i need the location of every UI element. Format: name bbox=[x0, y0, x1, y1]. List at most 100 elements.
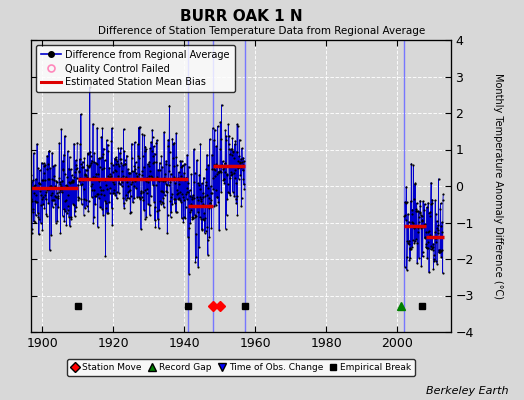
Point bbox=[201, 192, 210, 199]
Point bbox=[419, 248, 427, 255]
Point bbox=[433, 225, 442, 231]
Point bbox=[433, 260, 441, 267]
Point bbox=[231, 167, 239, 174]
Point bbox=[138, 167, 146, 174]
Point bbox=[235, 153, 243, 160]
Point bbox=[77, 161, 85, 167]
Point bbox=[401, 212, 410, 218]
Point bbox=[77, 196, 85, 202]
Point bbox=[114, 176, 122, 182]
Point bbox=[119, 161, 127, 168]
Point bbox=[103, 137, 111, 143]
Point bbox=[196, 141, 205, 147]
Point bbox=[54, 193, 62, 199]
Point bbox=[61, 198, 70, 204]
Point bbox=[191, 259, 200, 265]
Point bbox=[418, 216, 427, 223]
Point bbox=[148, 134, 157, 140]
Point bbox=[129, 182, 138, 189]
Point bbox=[206, 190, 215, 196]
Point bbox=[405, 256, 413, 263]
Point bbox=[113, 189, 121, 195]
Point bbox=[144, 161, 152, 167]
Point bbox=[168, 154, 177, 161]
Point bbox=[30, 218, 39, 225]
Point bbox=[202, 228, 210, 234]
Point bbox=[104, 148, 113, 154]
Point bbox=[124, 189, 133, 195]
Point bbox=[148, 174, 156, 180]
Point bbox=[56, 186, 64, 193]
Point bbox=[173, 187, 182, 194]
Point bbox=[424, 229, 433, 236]
Point bbox=[233, 193, 241, 200]
Point bbox=[200, 174, 208, 181]
Point bbox=[433, 230, 442, 236]
Point bbox=[141, 216, 149, 222]
Point bbox=[45, 176, 53, 182]
Point bbox=[434, 249, 443, 256]
Point bbox=[403, 253, 411, 260]
Point bbox=[62, 222, 71, 228]
Point bbox=[35, 180, 43, 186]
Point bbox=[102, 205, 111, 212]
Point bbox=[234, 176, 243, 182]
Point bbox=[132, 170, 140, 176]
Point bbox=[41, 196, 50, 202]
Point bbox=[402, 267, 411, 273]
Point bbox=[419, 198, 427, 204]
Point bbox=[429, 240, 438, 247]
Point bbox=[113, 195, 121, 202]
Point bbox=[63, 148, 72, 154]
Point bbox=[188, 194, 196, 200]
Point bbox=[199, 190, 208, 196]
Point bbox=[70, 140, 78, 147]
Point bbox=[184, 188, 192, 195]
Point bbox=[159, 200, 167, 206]
Point bbox=[143, 175, 151, 182]
Point bbox=[222, 137, 230, 143]
Point bbox=[231, 138, 239, 144]
Point bbox=[206, 200, 214, 206]
Point bbox=[146, 212, 154, 218]
Point bbox=[119, 199, 128, 206]
Point bbox=[222, 226, 230, 232]
Point bbox=[116, 156, 125, 162]
Point bbox=[162, 189, 171, 196]
Point bbox=[177, 173, 185, 180]
Point bbox=[82, 196, 90, 203]
Point bbox=[411, 238, 419, 244]
Point bbox=[109, 190, 117, 197]
Point bbox=[77, 182, 85, 188]
Point bbox=[406, 246, 414, 252]
Point bbox=[52, 178, 60, 184]
Point bbox=[97, 166, 106, 172]
Point bbox=[171, 196, 180, 203]
Point bbox=[96, 204, 104, 210]
Point bbox=[172, 162, 181, 168]
Point bbox=[26, 147, 34, 154]
Point bbox=[227, 172, 235, 178]
Point bbox=[233, 148, 241, 155]
Point bbox=[147, 148, 156, 154]
Point bbox=[151, 182, 160, 188]
Point bbox=[409, 162, 418, 169]
Point bbox=[167, 214, 175, 220]
Point bbox=[219, 176, 227, 183]
Point bbox=[405, 238, 413, 244]
Point bbox=[423, 244, 432, 251]
Point bbox=[425, 213, 434, 219]
Point bbox=[154, 216, 162, 222]
Point bbox=[224, 140, 233, 147]
Point bbox=[64, 192, 73, 199]
Point bbox=[103, 210, 111, 216]
Point bbox=[180, 169, 189, 176]
Point bbox=[233, 121, 242, 128]
Point bbox=[59, 158, 67, 164]
Point bbox=[57, 185, 65, 192]
Point bbox=[177, 158, 185, 164]
Point bbox=[200, 217, 208, 223]
Point bbox=[420, 207, 428, 213]
Point bbox=[206, 183, 215, 190]
Point bbox=[187, 200, 195, 207]
